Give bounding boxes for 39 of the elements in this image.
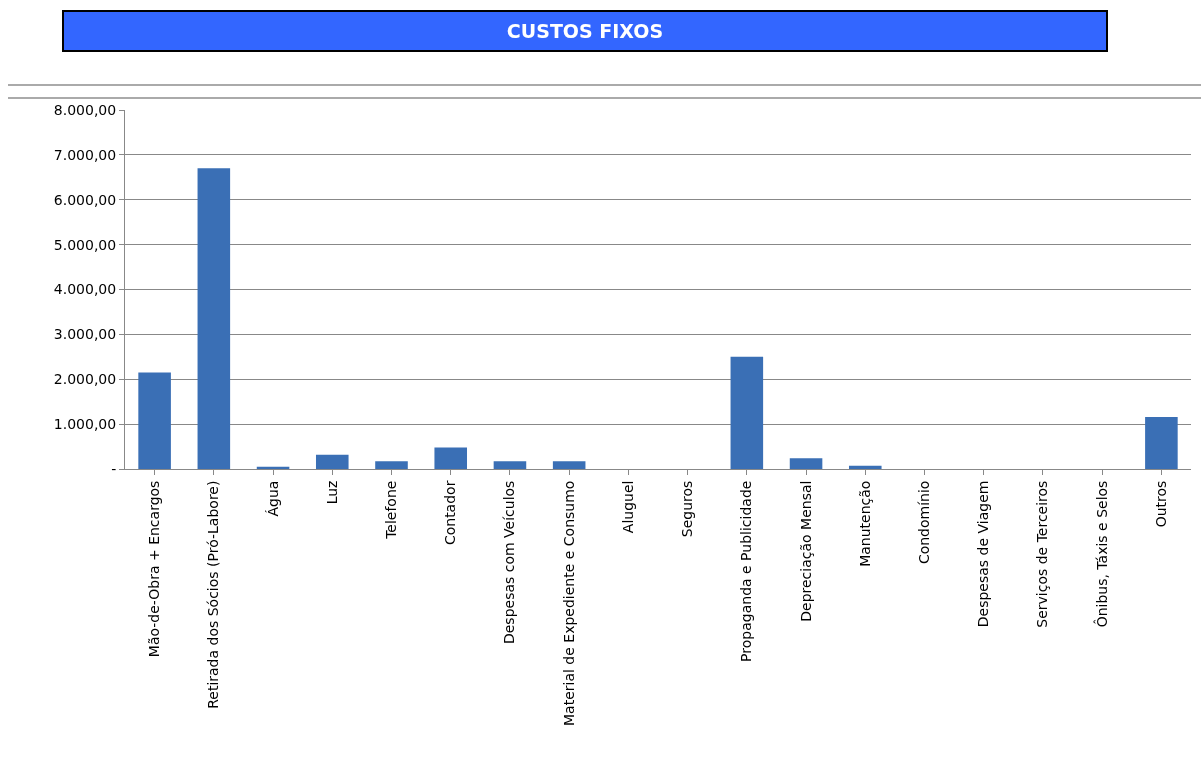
y-tick-label: 2.000,00: [53, 371, 117, 388]
x-tick-label: Mão-de-Obra + Encargos: [146, 480, 163, 658]
x-tick-label: Água: [264, 480, 281, 517]
bar: [730, 356, 764, 469]
x-tick-label: Outros: [1152, 480, 1169, 528]
y-tick-label: 3.000,00: [53, 326, 117, 343]
x-tick-label: Luz: [323, 480, 340, 505]
y-tick-label: 5.000,00: [53, 236, 117, 253]
bar: [552, 461, 586, 469]
x-tick-label: Serviços de Terceiros: [1034, 480, 1051, 628]
y-tick-label: 1.000,00: [53, 416, 117, 433]
x-tick-label: Condomínio: [916, 480, 933, 565]
x-tick-label: Depreciação Mensal: [797, 480, 814, 622]
x-tick-label: Despesas de Viagem: [975, 480, 992, 628]
y-tick-label: 6.000,00: [53, 191, 117, 208]
bar: [315, 454, 349, 469]
bar: [375, 461, 408, 469]
bar: [138, 372, 171, 469]
x-tick-label: Despesas com Veículos: [501, 480, 518, 645]
x-tick-label: Retirada dos Sócios (Pró-Labore): [205, 480, 222, 709]
y-tick-label: 8.000,00: [53, 101, 117, 118]
y-tick-label: 7.000,00: [53, 146, 117, 163]
bar: [197, 168, 231, 469]
bar: [434, 447, 468, 469]
x-tick-label: Aluguel: [619, 480, 636, 534]
x-tick-label: Contador: [442, 480, 459, 546]
y-tick-label: 4.000,00: [53, 281, 117, 298]
y-tick-label: -: [111, 460, 117, 477]
bar: [848, 465, 882, 469]
chart-title: CUSTOS FIXOS: [62, 10, 1108, 52]
bar: [789, 458, 823, 469]
x-tick-label: Seguros: [679, 480, 696, 538]
x-tick-label: Propaganda e Publicidade: [738, 480, 755, 662]
x-tick-label: Ônibus, Táxis e Selos: [1092, 480, 1110, 628]
x-tick-label: Material de Expediente e Consumo: [560, 480, 577, 726]
x-tick-label: Manutenção: [856, 480, 873, 567]
bar: [493, 461, 527, 469]
x-tick-label: Telefone: [383, 480, 400, 540]
bar: [1145, 416, 1178, 469]
